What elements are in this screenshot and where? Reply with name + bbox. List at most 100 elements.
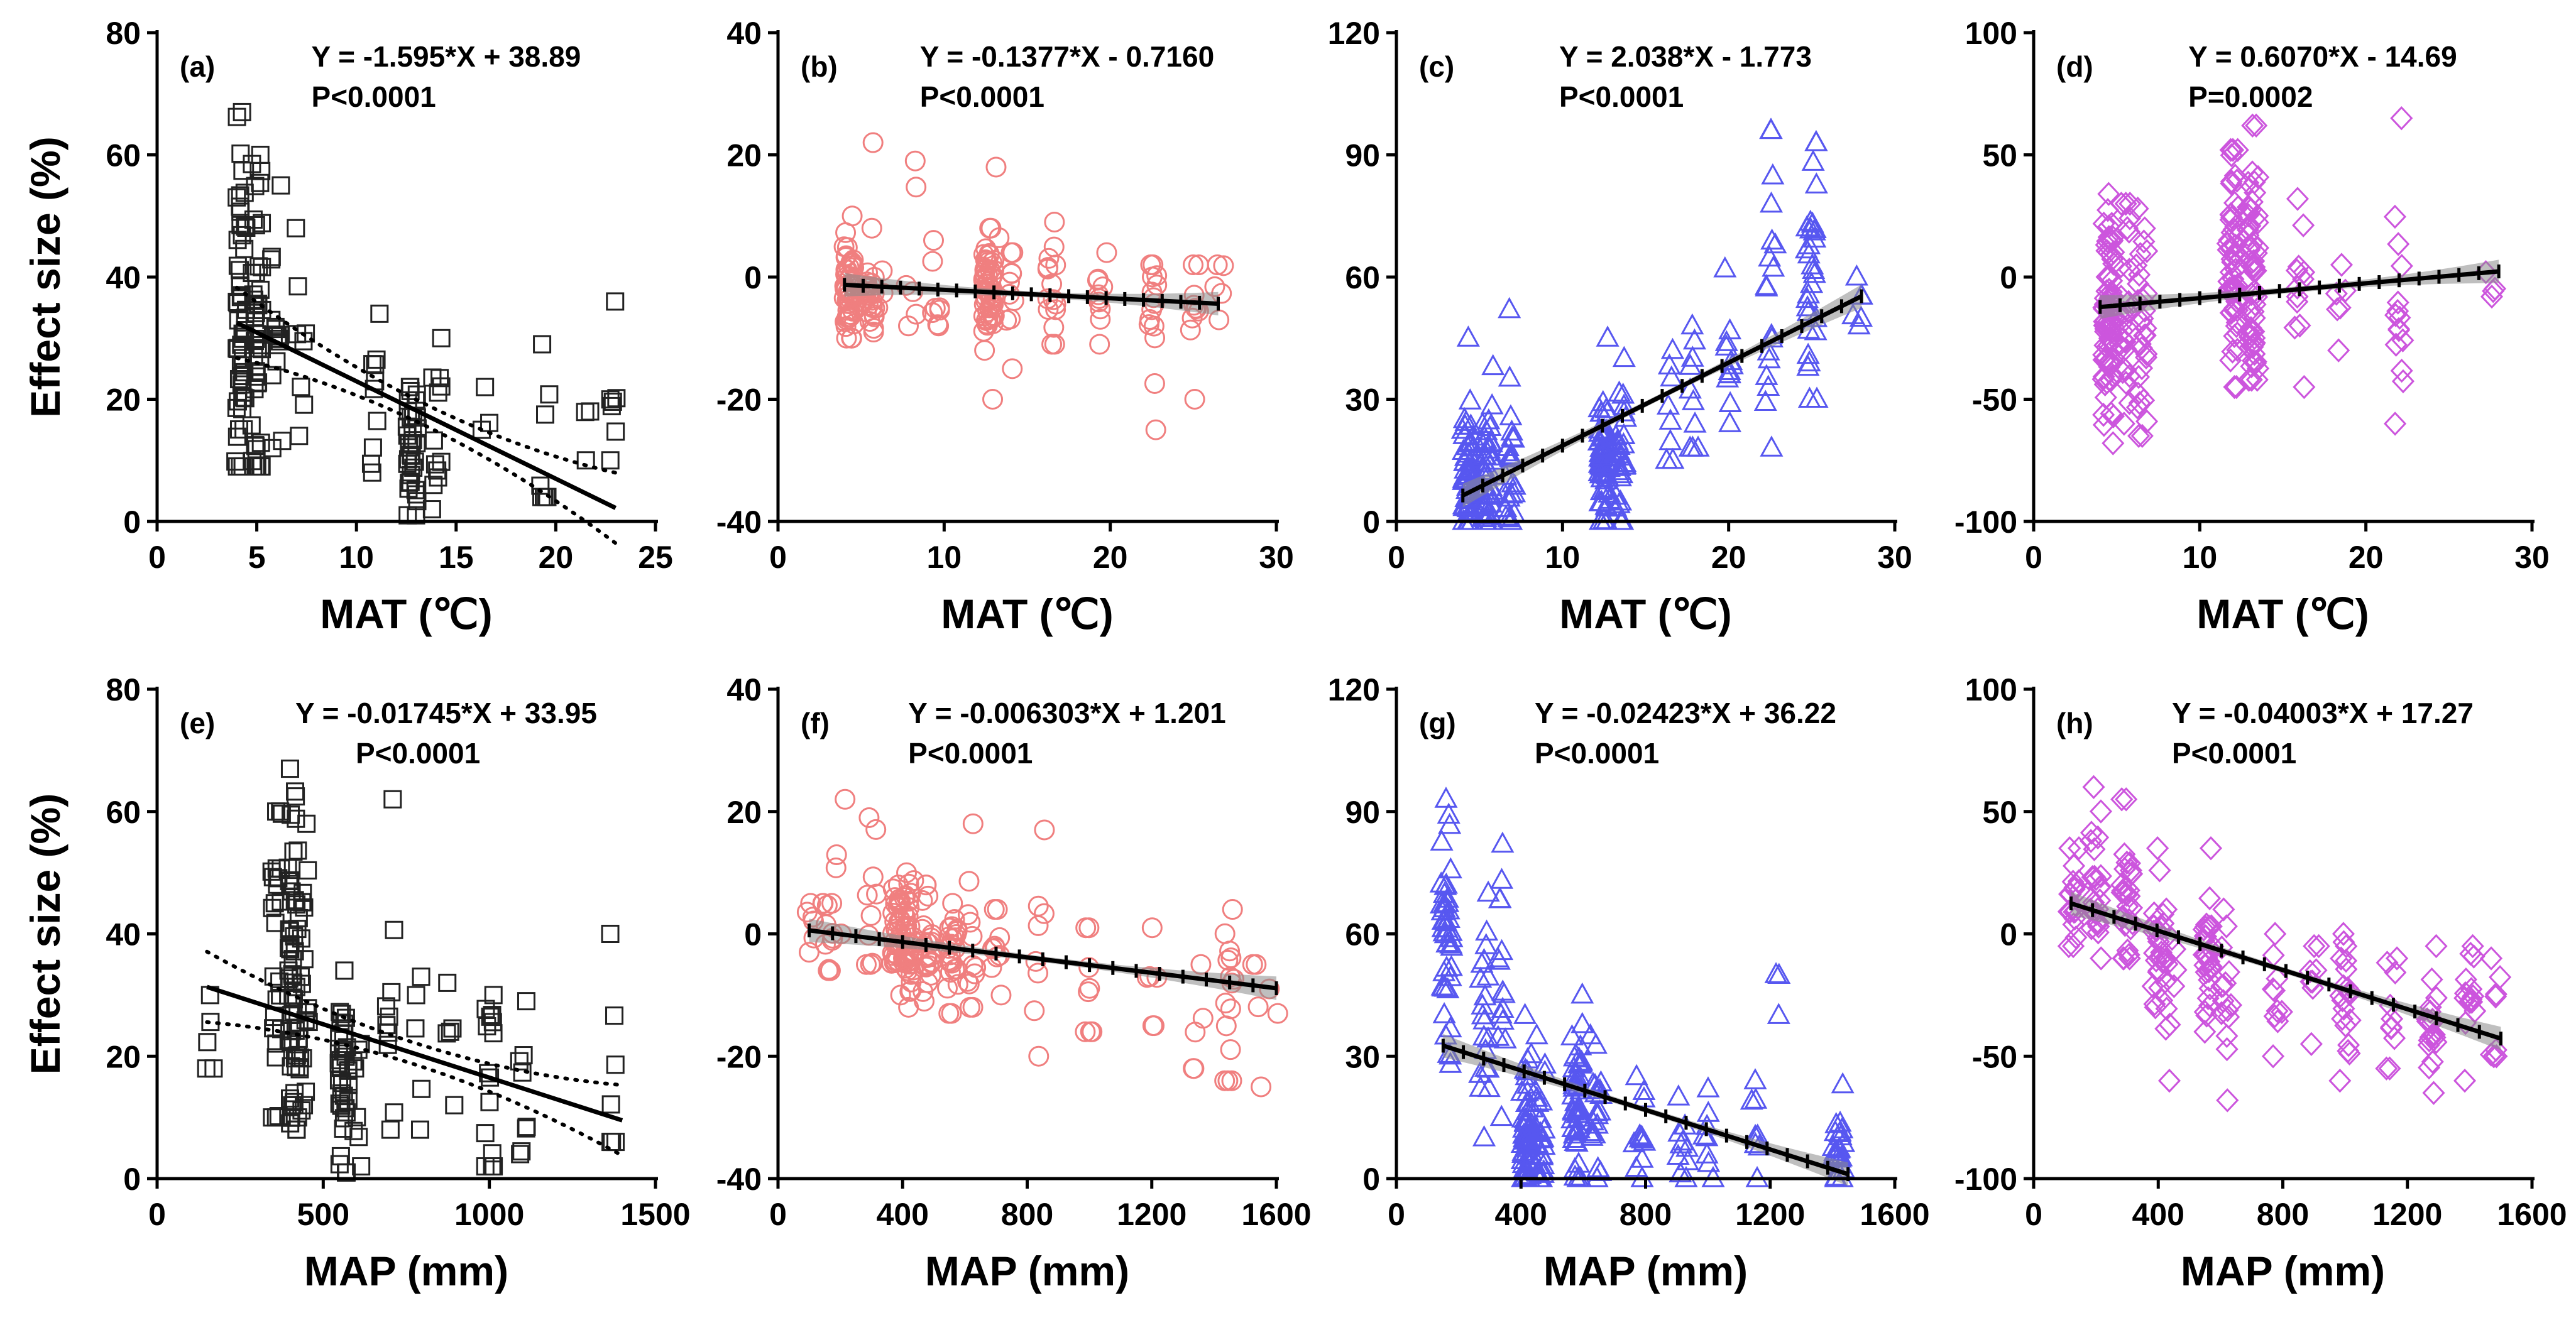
data-point xyxy=(1481,354,1505,376)
data-point xyxy=(861,217,882,239)
data-point xyxy=(1096,242,1117,263)
data-point xyxy=(1608,455,1632,476)
x-axis-title: MAT (℃) xyxy=(320,591,492,637)
scatter-points xyxy=(226,102,626,525)
regression-equation: Y = 2.038*X - 1.773 xyxy=(1559,40,1812,73)
data-point xyxy=(982,389,1004,410)
y-tick-label: 90 xyxy=(1345,795,1380,830)
data-point xyxy=(383,790,402,809)
data-point xyxy=(476,1157,495,1176)
data-point xyxy=(536,405,555,424)
data-point xyxy=(2193,1000,2217,1024)
data-point xyxy=(2155,947,2178,972)
data-point xyxy=(896,916,918,937)
data-point xyxy=(280,872,299,891)
data-point xyxy=(1661,447,1685,469)
data-point xyxy=(1832,1131,1856,1152)
data-point xyxy=(606,292,625,311)
data-point xyxy=(514,1046,533,1065)
data-point xyxy=(2225,310,2249,335)
data-point xyxy=(246,263,265,282)
data-point xyxy=(1525,1086,1548,1107)
data-point xyxy=(1564,1062,1587,1084)
data-point xyxy=(1478,415,1502,437)
data-point xyxy=(601,390,620,409)
data-point xyxy=(363,438,382,457)
data-point xyxy=(2326,297,2349,322)
data-point xyxy=(1757,347,1781,369)
data-point xyxy=(368,412,386,430)
data-point xyxy=(1453,449,1477,471)
data-point xyxy=(2198,993,2222,1018)
data-point xyxy=(2453,1069,2477,1093)
data-point xyxy=(412,968,430,986)
data-point xyxy=(821,893,843,914)
data-point xyxy=(947,974,968,995)
data-point xyxy=(262,250,281,269)
data-point xyxy=(601,1095,620,1114)
data-point xyxy=(796,902,818,923)
data-point xyxy=(398,506,417,525)
data-point xyxy=(2194,915,2217,939)
data-point xyxy=(2155,996,2178,1021)
data-point xyxy=(975,238,997,259)
data-point xyxy=(197,1059,216,1078)
data-point xyxy=(429,383,447,402)
data-point xyxy=(1251,1076,1272,1098)
data-point xyxy=(295,1096,314,1115)
y-tick-label: 30 xyxy=(1345,1039,1380,1074)
data-point xyxy=(2215,914,2238,939)
data-point xyxy=(1761,163,1785,185)
data-point xyxy=(1144,373,1165,394)
x-tick-label: 1600 xyxy=(2497,1197,2567,1232)
x-tick-label: 800 xyxy=(1001,1197,1053,1232)
y-tick-label: -100 xyxy=(1954,504,2017,540)
data-point xyxy=(335,961,354,980)
regression-equation: Y = -0.01745*X + 33.95 xyxy=(295,697,597,729)
data-point xyxy=(484,1024,503,1043)
panel-label: (d) xyxy=(2056,50,2093,83)
data-point xyxy=(1486,1025,1510,1046)
data-point xyxy=(297,1082,315,1101)
data-point xyxy=(2129,332,2152,356)
data-point xyxy=(264,967,283,986)
x-tick-label: 20 xyxy=(539,540,574,575)
data-point xyxy=(1526,1091,1550,1112)
data-point xyxy=(1804,319,1828,341)
x-tick-label: 400 xyxy=(877,1197,929,1232)
y-tick-label: 20 xyxy=(726,795,762,830)
data-point xyxy=(1079,978,1100,999)
data-point xyxy=(281,935,300,954)
data-point xyxy=(1461,435,1485,457)
data-point xyxy=(1797,282,1821,303)
data-point xyxy=(985,156,1007,178)
data-point xyxy=(2288,313,2311,338)
data-point xyxy=(1744,1087,1768,1109)
data-point xyxy=(2460,989,2484,1014)
data-point xyxy=(2243,170,2266,195)
x-tick-label: 1000 xyxy=(454,1197,524,1232)
data-point xyxy=(2303,934,2326,959)
data-point xyxy=(2110,880,2134,905)
regression-line xyxy=(2100,269,2499,310)
data-point xyxy=(979,297,1000,319)
data-point xyxy=(2299,1032,2323,1056)
data-point xyxy=(835,222,857,243)
data-point xyxy=(287,809,305,828)
data-point xyxy=(1675,1148,1700,1170)
data-point xyxy=(979,217,1000,239)
x-tick-label: 30 xyxy=(2514,540,2550,575)
data-point xyxy=(1714,330,1738,351)
x-tick-label: 20 xyxy=(2349,540,2384,575)
data-point xyxy=(2080,820,2103,845)
data-point xyxy=(266,320,285,339)
data-point xyxy=(1800,271,1824,293)
data-point xyxy=(1001,263,1022,284)
data-point xyxy=(1183,1058,1205,1079)
data-point xyxy=(265,894,284,913)
data-point xyxy=(2489,965,2512,989)
data-point xyxy=(1695,1125,1719,1147)
data-point xyxy=(2236,195,2260,219)
data-point xyxy=(344,1052,363,1071)
data-point xyxy=(1033,903,1055,924)
